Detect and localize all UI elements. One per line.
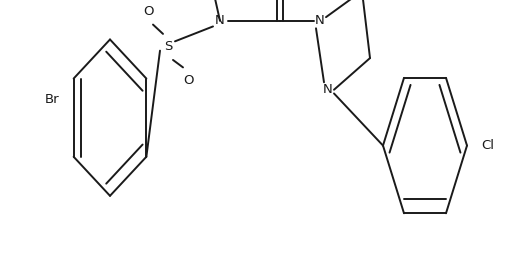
Text: S: S xyxy=(163,41,172,53)
Text: O: O xyxy=(182,74,193,87)
Text: N: N xyxy=(323,83,332,96)
Text: Cl: Cl xyxy=(480,139,493,152)
Text: O: O xyxy=(143,5,153,18)
Text: N: N xyxy=(215,14,224,27)
Text: N: N xyxy=(315,14,324,27)
Text: Br: Br xyxy=(45,93,60,107)
